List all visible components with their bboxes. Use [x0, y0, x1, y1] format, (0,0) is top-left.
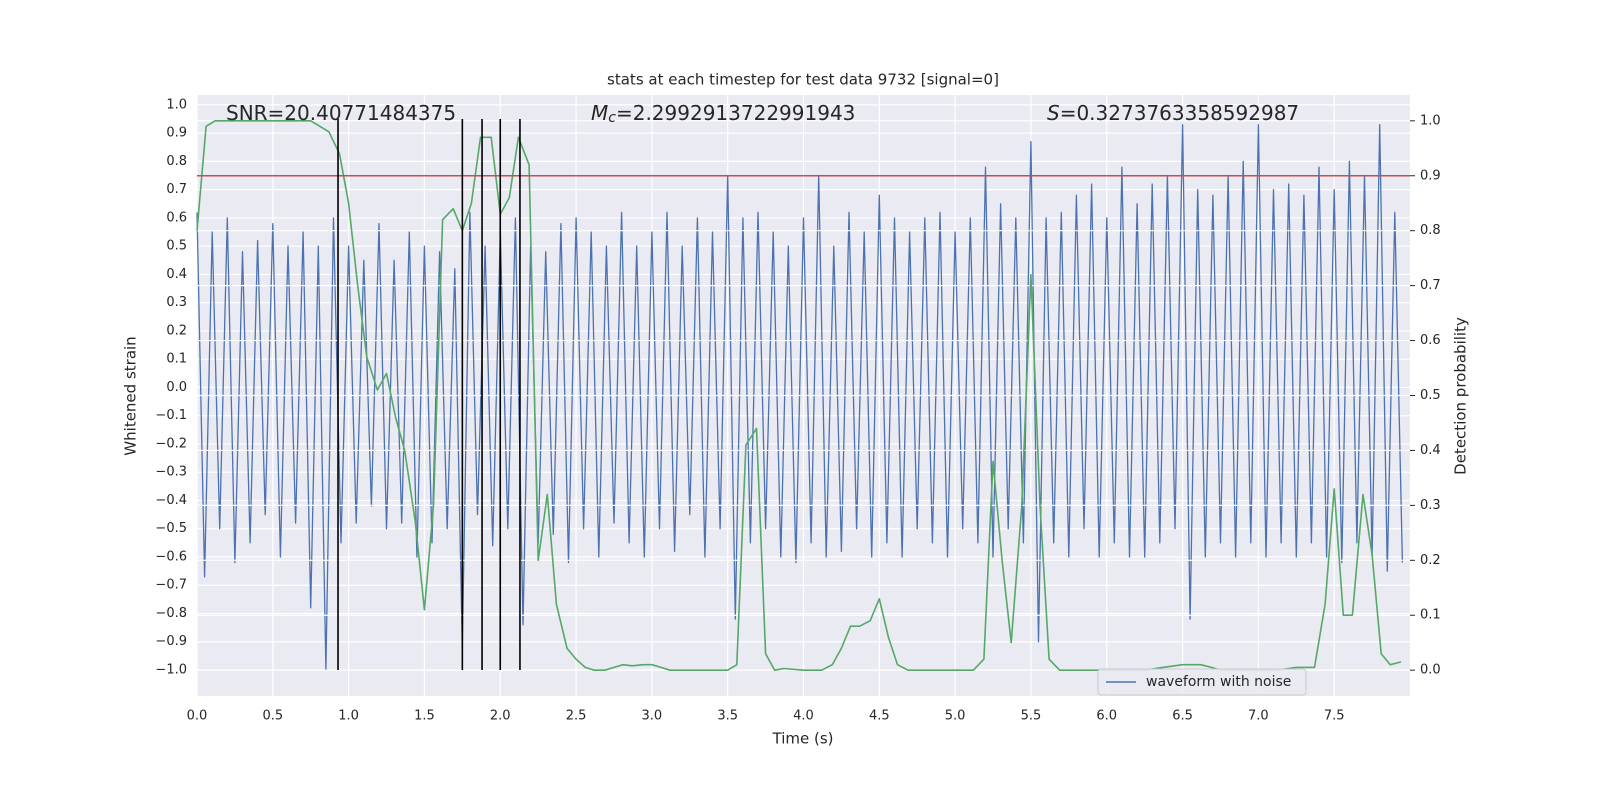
y-tick-label: 0.8: [166, 154, 187, 169]
chart-title: stats at each timestep for test data 973…: [607, 71, 999, 89]
y-tick-label: −0.8: [155, 606, 187, 621]
y2-axis-label: Detection probability: [1452, 317, 1470, 475]
annotation: S=0.3273763358592987: [1047, 101, 1299, 125]
y-tick-label: −0.1: [155, 408, 187, 423]
annotation-text: SNR=20.40771484375: [226, 101, 456, 125]
annotation-symbol: S: [1047, 101, 1060, 125]
series-line: [196, 120, 1402, 671]
y2-tick-label: 0.9: [1420, 168, 1441, 183]
y-tick-label: −0.2: [155, 436, 187, 451]
y2-tick-label: 0.4: [1420, 443, 1441, 458]
y-axis-label: Whitened strain: [122, 336, 140, 455]
x-tick-label: 4.5: [869, 709, 890, 724]
x-tick-label: 2.5: [566, 709, 587, 724]
x-tick-label: 6.0: [1096, 709, 1117, 724]
y2-tick-label: 0.6: [1420, 333, 1441, 348]
annotation-text: =0.3273763358592987: [1060, 101, 1299, 125]
y-tick-label: 0.3: [166, 295, 187, 310]
x-tick-label: 0.5: [262, 709, 283, 724]
y2-tick-label: 0.0: [1420, 663, 1441, 678]
series-line: [196, 124, 1404, 671]
y-tick-label: 0.4: [166, 267, 187, 282]
y2-tick-label: 0.2: [1420, 553, 1441, 568]
y-tick-label: 0.0: [166, 380, 187, 395]
x-tick-label: 4.0: [793, 709, 814, 724]
legend-label: waveform with noise: [1146, 674, 1291, 690]
x-axis-label: Time (s): [772, 730, 834, 748]
annotation-symbol: M: [591, 101, 608, 125]
y2-tick-label: 1.0: [1420, 113, 1441, 128]
y2-tick-label: 0.5: [1420, 388, 1441, 403]
y-tick-label: 0.1: [166, 352, 187, 367]
y-tick-label: 0.7: [166, 182, 187, 197]
y-tick-label: 0.6: [166, 210, 187, 225]
x-tick-label: 1.5: [414, 709, 435, 724]
y2-tick-label: 0.3: [1420, 498, 1441, 513]
y2-tick-label: 0.8: [1420, 223, 1441, 238]
y-tick-label: 0.2: [166, 323, 187, 338]
x-tick-label: 5.5: [1021, 709, 1042, 724]
legend-box: [1097, 668, 1307, 696]
x-tick-label: 2.0: [490, 709, 511, 724]
y-tick-label: 1.0: [166, 97, 187, 112]
y-tick-label: −0.6: [155, 549, 187, 564]
marks: [196, 124, 1404, 671]
y-tick-label: −0.7: [155, 578, 187, 593]
x-tick-label: 1.0: [338, 709, 359, 724]
y-tick-label: 0.5: [166, 239, 187, 254]
y2-tick-label: 0.1: [1420, 608, 1441, 623]
x-tick-label: 6.5: [1172, 709, 1193, 724]
y-tick-label: 0.9: [166, 126, 187, 141]
y-tick-label: −1.0: [155, 663, 187, 678]
y-tick-label: −0.5: [155, 521, 187, 536]
y-tick-label: −0.3: [155, 465, 187, 480]
annotation: SNR=20.40771484375: [226, 101, 456, 125]
x-tick-label: 7.0: [1248, 709, 1269, 724]
y-tick-label: −0.9: [155, 634, 187, 649]
x-tick-label: 3.0: [642, 709, 663, 724]
y-tick-label: −0.4: [155, 493, 187, 508]
annotation: Mc=2.2992913722991943: [591, 101, 855, 127]
overlay: [196, 119, 1410, 671]
x-tick-label: 7.5: [1324, 709, 1345, 724]
x-tick-label: 5.0: [945, 709, 966, 724]
annotation-text: =2.2992913722991943: [616, 101, 855, 125]
x-tick-label: 3.5: [717, 709, 738, 724]
annotation-subscript: c: [608, 110, 616, 126]
y2-tick-label: 0.7: [1420, 278, 1441, 293]
x-tick-label: 0.0: [187, 709, 208, 724]
